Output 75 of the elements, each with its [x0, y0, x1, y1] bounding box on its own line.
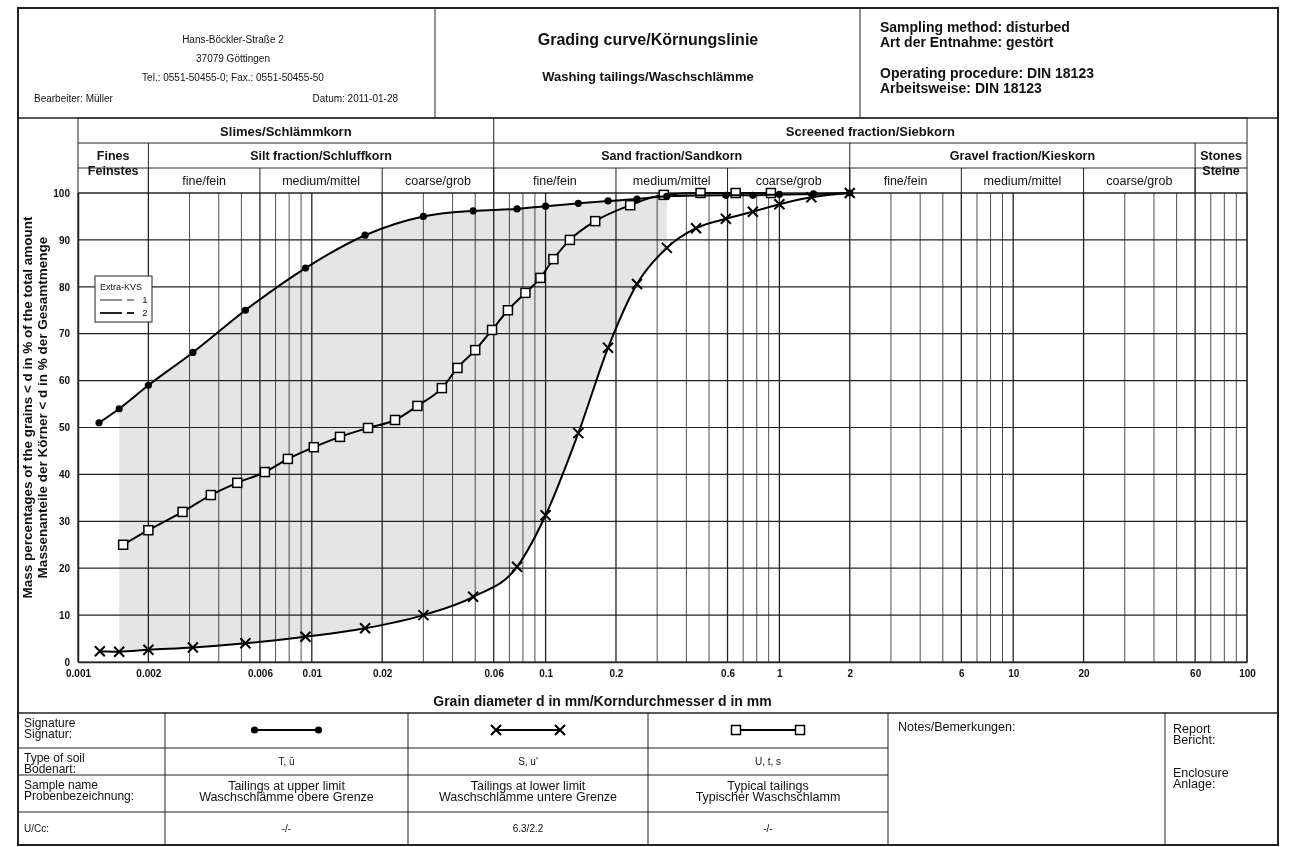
text: Sampling method: disturbed: [880, 19, 1070, 35]
text: U, t, s: [754, 756, 782, 767]
x-tick-label: 0.01: [302, 668, 323, 680]
x-tick-label: 60: [1190, 668, 1202, 680]
annotation: 2: [142, 307, 148, 318]
x-tick-label: 20: [1078, 668, 1091, 680]
text: coarse/grob: [1106, 174, 1173, 188]
x-tick-label: 0.002: [136, 668, 162, 680]
y-tick-label: 70: [58, 328, 71, 340]
text: fine/fein: [182, 174, 227, 188]
text: Sand fraction/Sandkorn: [601, 149, 743, 163]
text: Type of soil Bodenart:: [24, 751, 85, 776]
x-tick-label: 0.06: [484, 668, 505, 680]
x-tick-label: 0.2: [609, 668, 624, 680]
text: 6.3/2.2: [512, 823, 544, 834]
text: medium/mittel: [983, 174, 1062, 188]
text: Tailings at upper limit Waschschlämme obere Grenze: [199, 779, 374, 804]
x-tick-label: 0.02: [372, 668, 393, 680]
text: Datum: 2011-01-28: [312, 93, 399, 104]
y-tick-label: 20: [58, 562, 71, 574]
text: Hans-Böckler-Straße 2: [182, 34, 285, 45]
text: Tailings at lower limit Waschschlämme untere Grenze: [438, 779, 618, 804]
x-tick-label: 0.6: [721, 668, 736, 680]
x-tick-label: 0.006: [247, 668, 274, 680]
text: Slimes/Schlämmkorn: [220, 124, 352, 139]
text: medium/mittel: [632, 174, 711, 188]
text: 37079 Göttingen: [196, 53, 270, 64]
text: Screened fraction/Siebkorn: [785, 124, 955, 139]
text: Stones Steine: [1200, 149, 1242, 178]
annotation: Extra-KVS: [100, 282, 143, 292]
y-tick-label: 100: [53, 187, 71, 199]
text: Bearbeiter: Müller: [34, 93, 114, 104]
x-tick-label: 0.1: [539, 668, 554, 680]
y-tick-label: 10: [58, 609, 71, 621]
text: fine/fein: [883, 174, 928, 188]
chart-title: Grading curve/Körnungslinie: [537, 31, 759, 48]
text: Sample name Probenbezeichnung:: [24, 778, 135, 803]
y-tick-label: 90: [58, 234, 71, 246]
y-axis-title: Mass percentages of the grains < d in % of the total amount Massenanteile der Körner < d in % der Gesamtmenge: [20, 215, 50, 599]
text: Arbeitsweise: DIN 18123: [880, 80, 1043, 96]
text: coarse/grob: [404, 174, 472, 188]
text: Report Bericht:: [1173, 722, 1216, 747]
x-tick-label: 10: [1008, 668, 1020, 680]
text: T, ū: [278, 756, 295, 767]
x-tick-label: 100: [1239, 668, 1257, 680]
x-tick-label: 1: [777, 668, 784, 680]
text: Notes/Bemerkungen:: [898, 720, 1016, 734]
y-tick-label: 30: [58, 516, 71, 527]
text: Silt fraction/Schluffkorn: [250, 149, 392, 163]
text: coarse/grob: [755, 174, 822, 188]
text: Tel.: 0551-50455-0; Fax.: 0551-50455-50: [142, 72, 325, 83]
x-tick-label: 6: [959, 668, 966, 680]
x-axis-title: Grain diameter d in mm/Korndurchmesser d in mm: [433, 693, 772, 709]
text: Fines Feinstes: [87, 149, 139, 178]
y-tick-label: 80: [58, 281, 71, 293]
text: Operating procedure: DIN 18123: [880, 65, 1095, 81]
text: fine/fein: [532, 174, 577, 188]
y-tick-label: 60: [58, 375, 71, 387]
y-tick-label: 50: [58, 422, 71, 434]
text: S, u': [518, 756, 538, 767]
annotation: 1: [142, 294, 148, 305]
y-tick-label: 0: [64, 656, 71, 668]
text: Gravel fraction/Kieskorn: [949, 149, 1096, 163]
text: medium/mittel: [282, 174, 360, 188]
text: Typical tailings Typischer Waschschlamm: [695, 779, 841, 804]
text: -/-: [763, 823, 773, 834]
y-tick-label: 40: [58, 469, 71, 481]
x-tick-label: 0.001: [65, 668, 92, 680]
x-tick-label: 2: [847, 668, 854, 680]
chart-subtitle: Washing tailings/Waschschlämme: [542, 69, 754, 84]
text: U/Cc:: [24, 823, 49, 834]
text: Enclosure Anlage:: [1173, 766, 1229, 791]
text: Signature Signatur:: [24, 716, 76, 741]
text: -/-: [281, 823, 292, 834]
text: Art der Entnahme: gestört: [880, 34, 1054, 50]
